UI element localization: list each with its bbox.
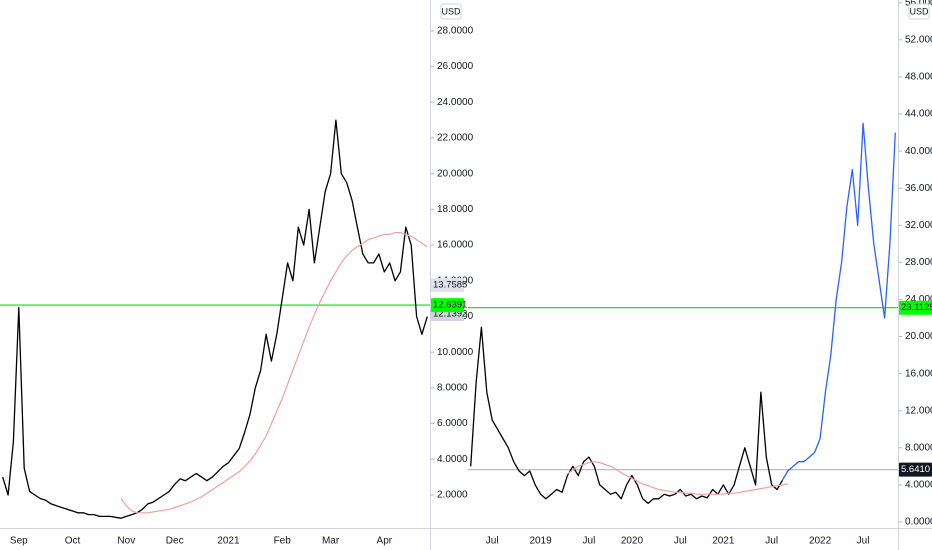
y-tick-label: 22.0000 [437, 133, 474, 144]
price-tag-label: 13.7585 [433, 280, 467, 291]
y-tick-label: 10.0000 [437, 347, 474, 358]
y-tick-label: 4.0000 [905, 480, 932, 491]
unit-box [440, 3, 462, 20]
price-line [781, 122, 896, 481]
y-tick-label: 24.0000 [437, 97, 474, 108]
price-tag [899, 300, 932, 315]
x-tick-label: 2021 [712, 536, 735, 547]
y-tick-label: 16.0000 [905, 368, 932, 379]
x-tick-label: Mar [322, 536, 340, 547]
y-tick-label: 32.0000 [905, 220, 932, 231]
x-tick-label: Oct [65, 536, 81, 547]
unit-box [908, 3, 930, 20]
price-tag-label: 23.1125 [901, 302, 932, 313]
y-tick-label: 28.0000 [437, 26, 474, 37]
price-tag [899, 462, 932, 477]
x-tick-label: 2020 [621, 536, 644, 547]
price-line [2, 119, 428, 519]
unit-label: USD [909, 6, 929, 16]
y-tick-label: 26.0000 [437, 61, 474, 72]
x-tick-label: Sep [10, 536, 28, 547]
y-tick-label: 18.0000 [437, 204, 474, 215]
y-tick-label: 52.0000 [905, 35, 932, 46]
price-tag-label: 5.6410 [901, 464, 930, 475]
unit-label: USD [441, 6, 461, 16]
x-tick-label: 2019 [529, 536, 552, 547]
x-tick-label: Jul [857, 536, 870, 547]
x-tick-label: 2021 [217, 536, 240, 547]
price-line [120, 232, 428, 514]
price-tag [431, 298, 464, 313]
y-tick-label: 40.0000 [905, 146, 932, 157]
y-tick-label: 8.0000 [905, 442, 932, 453]
price-line [567, 461, 788, 495]
y-tick-label: 20.0000 [437, 168, 474, 179]
x-tick-label: Nov [117, 536, 135, 547]
y-tick-label: 28.0000 [905, 257, 932, 268]
y-tick-label: 36.0000 [905, 183, 932, 194]
y-tick-label: 20.0000 [905, 331, 932, 342]
price-tag-label: 12.6391 [433, 300, 467, 311]
y-tick-label: 8.0000 [437, 383, 468, 394]
x-tick-label: Dec [166, 536, 184, 547]
x-tick-label: Jul [583, 536, 596, 547]
x-tick-label: 2022 [809, 536, 832, 547]
y-tick-label: 12.0000 [905, 405, 932, 416]
y-tick-label: 24.0000 [905, 294, 932, 305]
y-tick-label: 16.0000 [437, 240, 474, 251]
price-tag [431, 278, 464, 293]
y-tick-label: 4.0000 [437, 454, 468, 465]
x-tick-label: Jul [765, 536, 778, 547]
y-tick-label: 2.0000 [437, 490, 468, 501]
y-tick-label: 0.0000 [905, 517, 932, 528]
x-tick-label: Apr [377, 536, 393, 547]
price-tag-label: 12.1392 [433, 309, 467, 320]
y-tick-label: 44.0000 [905, 109, 932, 120]
y-tick-label: 6.0000 [437, 418, 468, 429]
price-line [470, 326, 783, 505]
x-tick-label: Feb [274, 536, 292, 547]
x-tick-label: Jul [486, 536, 499, 547]
x-tick-label: Jul [674, 536, 687, 547]
y-tick-label: 48.0000 [905, 72, 932, 83]
